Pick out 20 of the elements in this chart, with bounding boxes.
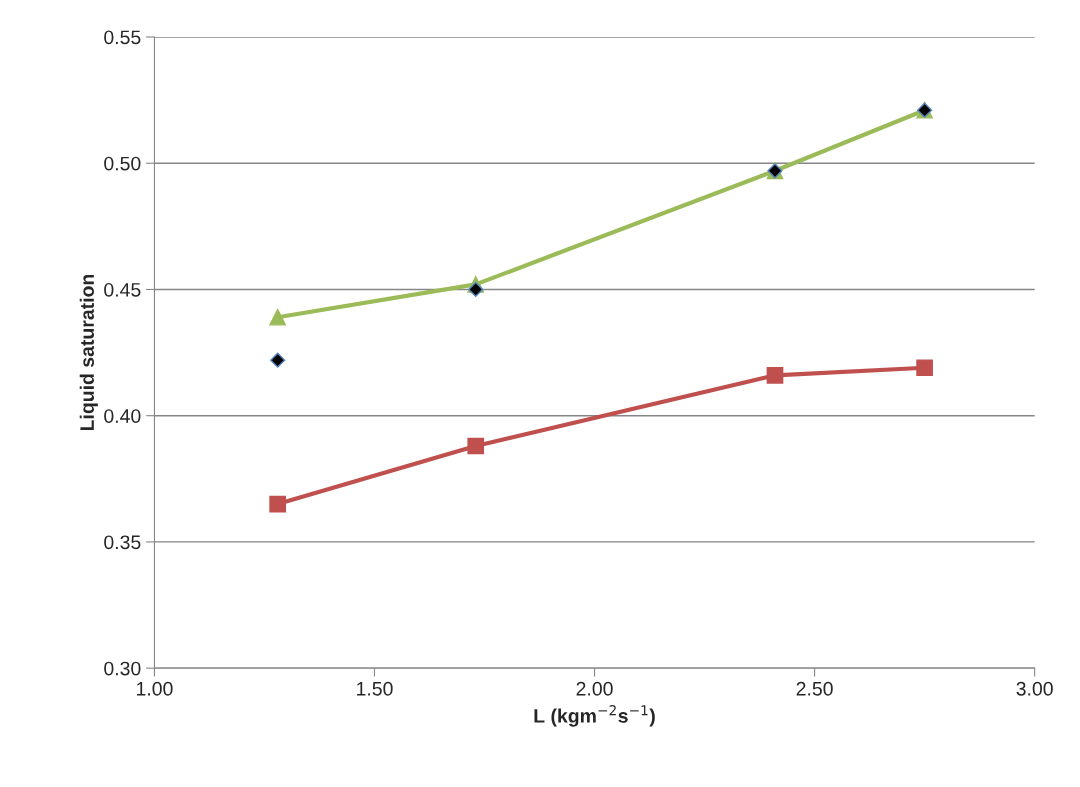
- y-tick-label: 0.55: [104, 30, 141, 45]
- point: [269, 495, 287, 513]
- y-tick-label: 0.45: [104, 282, 141, 297]
- point: [467, 437, 485, 455]
- point: [766, 366, 784, 384]
- point: [468, 281, 484, 298]
- x-tick-label: 2.00: [576, 681, 613, 696]
- y-tick-label: 0.50: [104, 156, 141, 171]
- y-axis-title: Liquid saturation: [79, 274, 98, 431]
- x-tick-label: 3.00: [1016, 681, 1053, 696]
- x-tick-label: 1.00: [137, 681, 173, 696]
- y-tick-label: 0.40: [104, 409, 141, 423]
- point: [269, 308, 287, 326]
- y-tick-label: 0.30: [104, 661, 141, 676]
- point: [916, 359, 933, 377]
- y-tick-label: 0.35: [104, 535, 141, 550]
- x-axis-title: L (kgm$^{−2}$s$^{−1}$): [534, 705, 655, 727]
- x-tick-label: 1.50: [357, 681, 393, 696]
- point: [270, 352, 286, 368]
- x-tick-label: 2.50: [796, 681, 833, 696]
